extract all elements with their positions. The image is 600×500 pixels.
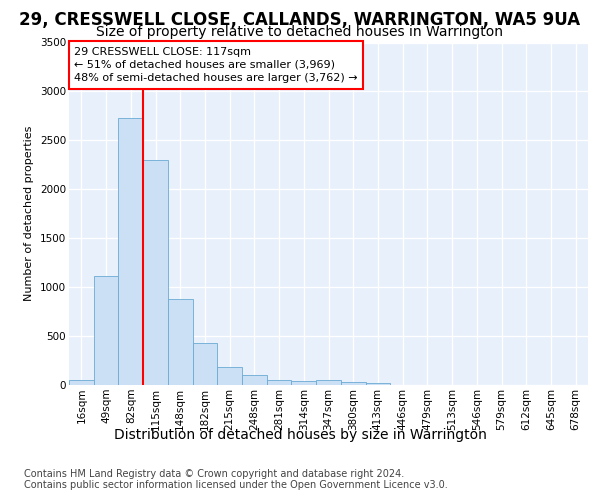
Text: Contains HM Land Registry data © Crown copyright and database right 2024.: Contains HM Land Registry data © Crown c… [24,469,404,479]
Text: Size of property relative to detached houses in Warrington: Size of property relative to detached ho… [97,25,503,39]
Bar [242,375,267,385]
Bar [69,380,94,385]
Bar [168,299,193,385]
Text: Distribution of detached houses by size in Warrington: Distribution of detached houses by size … [113,428,487,442]
Text: 29, CRESSWELL CLOSE, CALLANDS, WARRINGTON, WA5 9UA: 29, CRESSWELL CLOSE, CALLANDS, WARRINGTO… [19,12,581,30]
Bar [341,382,365,385]
Bar [267,380,292,385]
Text: 29 CRESSWELL CLOSE: 117sqm
← 51% of detached houses are smaller (3,969)
48% of s: 29 CRESSWELL CLOSE: 117sqm ← 51% of deta… [74,46,358,83]
Bar [365,383,390,385]
Bar [193,343,217,385]
Bar [292,380,316,385]
Bar [217,367,242,385]
Text: Contains public sector information licensed under the Open Government Licence v3: Contains public sector information licen… [24,480,448,490]
Bar [316,380,341,385]
Bar [94,276,118,385]
Bar [118,118,143,385]
Bar [143,160,168,385]
Y-axis label: Number of detached properties: Number of detached properties [25,126,34,302]
